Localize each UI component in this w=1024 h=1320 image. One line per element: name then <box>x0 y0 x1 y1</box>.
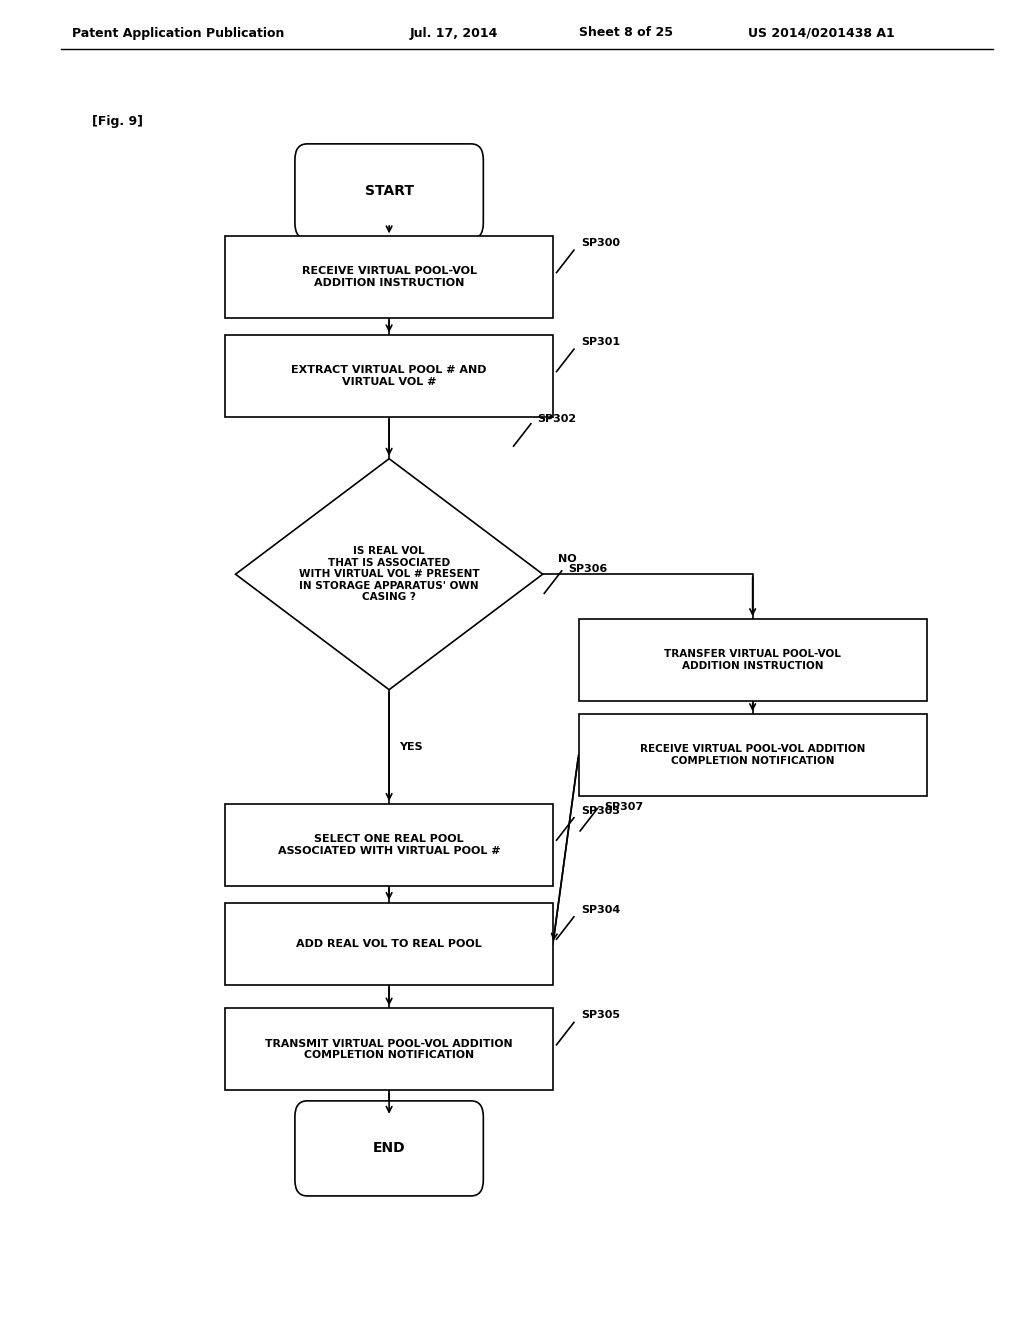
Text: SP302: SP302 <box>538 414 577 425</box>
Text: SP300: SP300 <box>582 238 621 248</box>
Text: IS REAL VOL
THAT IS ASSOCIATED
WITH VIRTUAL VOL # PRESENT
IN STORAGE APPARATUS' : IS REAL VOL THAT IS ASSOCIATED WITH VIRT… <box>299 546 479 602</box>
Text: START: START <box>365 185 414 198</box>
Text: SP304: SP304 <box>582 904 621 915</box>
Text: RECEIVE VIRTUAL POOL-VOL ADDITION
COMPLETION NOTIFICATION: RECEIVE VIRTUAL POOL-VOL ADDITION COMPLE… <box>640 744 865 766</box>
Text: TRANSFER VIRTUAL POOL-VOL
ADDITION INSTRUCTION: TRANSFER VIRTUAL POOL-VOL ADDITION INSTR… <box>665 649 841 671</box>
Text: SP307: SP307 <box>604 801 643 812</box>
Bar <box>225 236 553 318</box>
Text: Patent Application Publication: Patent Application Publication <box>72 26 284 40</box>
Text: RECEIVE VIRTUAL POOL-VOL
ADDITION INSTRUCTION: RECEIVE VIRTUAL POOL-VOL ADDITION INSTRU… <box>302 267 476 288</box>
Text: SELECT ONE REAL POOL
ASSOCIATED WITH VIRTUAL POOL #: SELECT ONE REAL POOL ASSOCIATED WITH VIR… <box>278 834 501 855</box>
FancyBboxPatch shape <box>295 1101 483 1196</box>
Bar <box>579 619 927 701</box>
Text: SP301: SP301 <box>582 337 621 347</box>
Text: SP306: SP306 <box>568 564 607 574</box>
Text: EXTRACT VIRTUAL POOL # AND
VIRTUAL VOL #: EXTRACT VIRTUAL POOL # AND VIRTUAL VOL # <box>292 366 486 387</box>
Text: NO: NO <box>558 553 577 564</box>
Text: YES: YES <box>399 742 423 752</box>
Text: [Fig. 9]: [Fig. 9] <box>92 115 143 128</box>
Text: Jul. 17, 2014: Jul. 17, 2014 <box>410 26 498 40</box>
Text: END: END <box>373 1142 406 1155</box>
Bar <box>225 804 553 886</box>
Bar <box>579 714 927 796</box>
Text: Sheet 8 of 25: Sheet 8 of 25 <box>579 26 673 40</box>
Text: SP303: SP303 <box>582 805 621 816</box>
Text: TRANSMIT VIRTUAL POOL-VOL ADDITION
COMPLETION NOTIFICATION: TRANSMIT VIRTUAL POOL-VOL ADDITION COMPL… <box>265 1039 513 1060</box>
Text: SP305: SP305 <box>582 1010 621 1020</box>
FancyBboxPatch shape <box>295 144 483 239</box>
Bar <box>225 1008 553 1090</box>
Text: US 2014/0201438 A1: US 2014/0201438 A1 <box>748 26 894 40</box>
Text: ADD REAL VOL TO REAL POOL: ADD REAL VOL TO REAL POOL <box>296 939 482 949</box>
Bar <box>225 903 553 985</box>
Polygon shape <box>236 459 543 689</box>
Bar <box>225 335 553 417</box>
